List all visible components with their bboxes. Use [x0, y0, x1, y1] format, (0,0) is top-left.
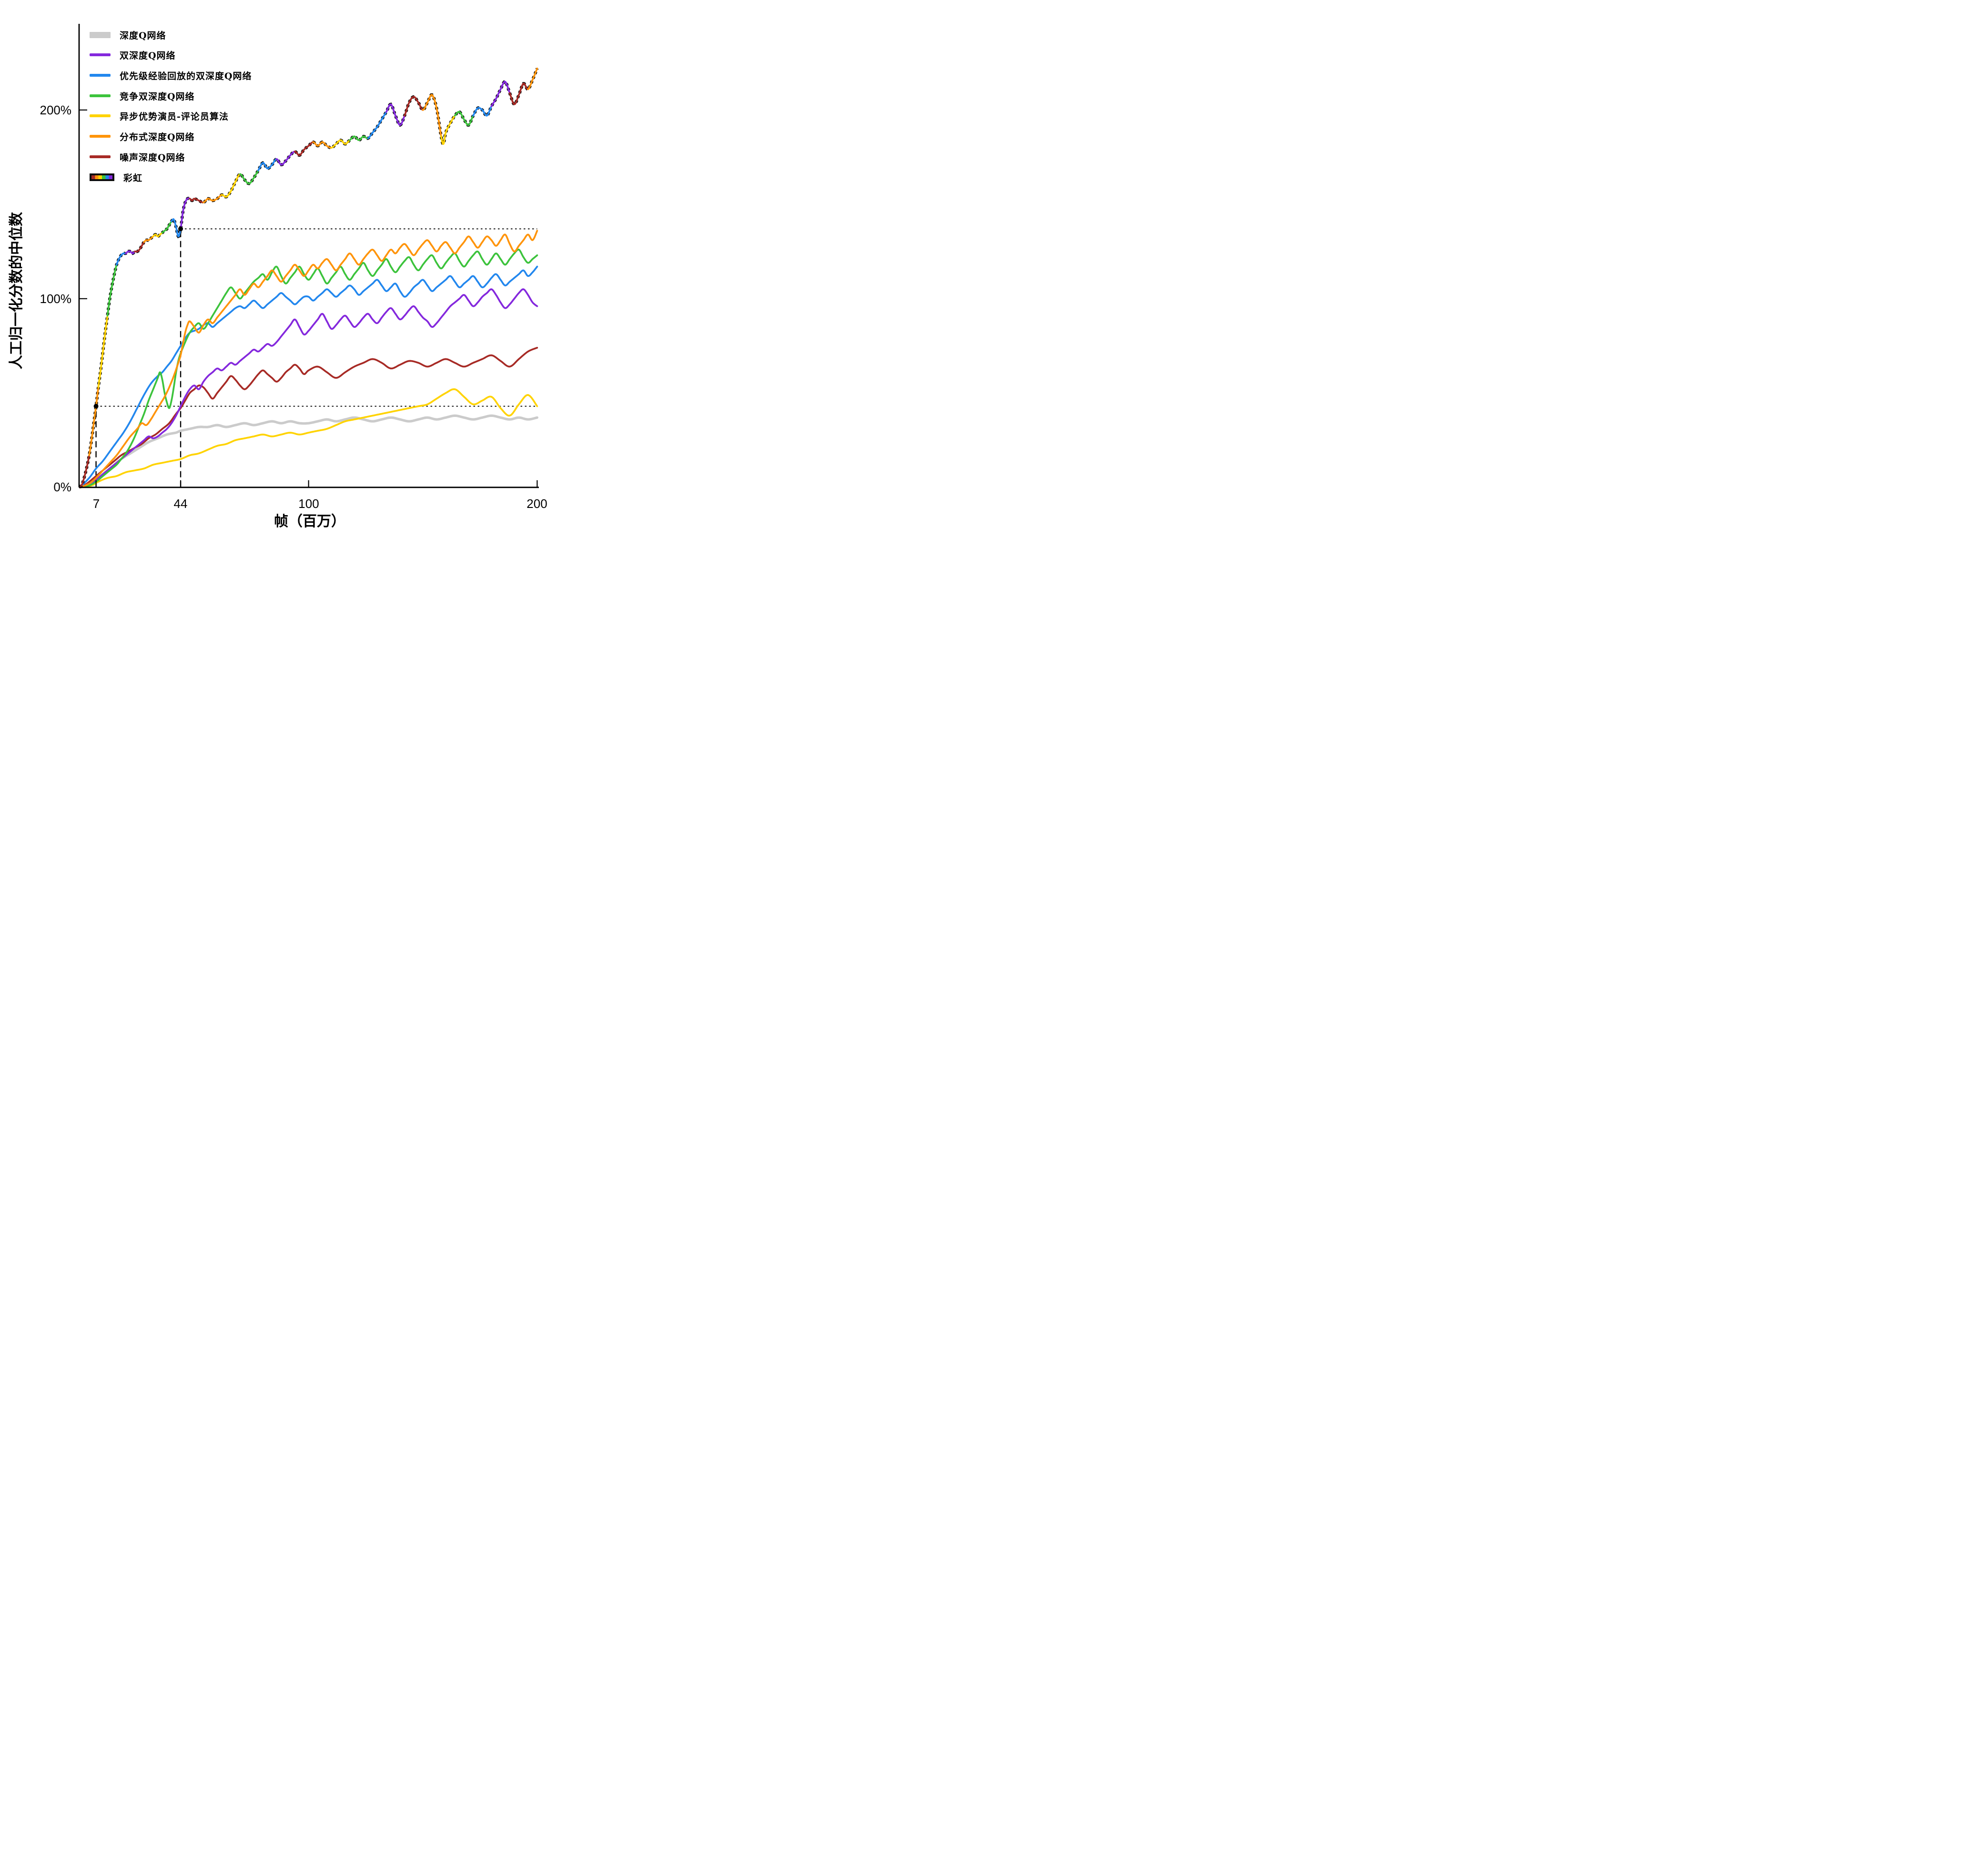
legend-label: 分布式深度Q网络	[120, 132, 195, 142]
legend-label: 双深度Q网络	[120, 50, 176, 61]
legend-swatch-double-dqn	[90, 53, 111, 56]
legend-swatch-a3c	[90, 114, 111, 117]
x-tick-200: 200	[526, 497, 547, 511]
legend-item-dueling-ddqn: 竞争双深度Q网络	[90, 91, 195, 102]
legend-label: 噪声深度Q网络	[120, 152, 185, 163]
legend-label: 深度Q网络	[120, 30, 166, 41]
legend-item-noisy-dqn: 噪声深度Q网络	[90, 152, 185, 163]
legend-swatch-noisy-dqn	[90, 155, 111, 158]
legend-swatch-rainbow	[90, 173, 114, 181]
legend-swatch-dqn	[90, 31, 111, 38]
legend-item-dqn: 深度Q网络	[90, 30, 166, 41]
legend-item-rainbow: 彩虹	[90, 172, 142, 183]
legend-swatch-prioritized-ddqn	[90, 74, 111, 77]
legend-item-prioritized-ddqn: 优先级经验回放的双深度Q网络	[90, 70, 252, 81]
x-axis-label: 帧（百万）	[274, 513, 345, 530]
y-axis-label: 人工归一化分数的中位数	[8, 212, 25, 369]
legend-swatch-distributional-dqn	[90, 135, 111, 138]
axes	[78, 24, 539, 488]
y-tick-0: 0%	[53, 480, 71, 494]
y-tick-200: 200%	[40, 103, 72, 117]
legend-item-distributional-dqn: 分布式深度Q网络	[90, 131, 195, 142]
data-series	[79, 67, 539, 489]
legend-item-a3c: 异步优势演员-评论员算法	[90, 111, 229, 122]
x-tick-100: 100	[298, 497, 319, 511]
y-tick-100: 100%	[40, 292, 72, 306]
x-tick-44: 44	[174, 497, 188, 511]
figure-rainbow-dqn-benchmark: 0% 100% 200% 7 44 100 200 帧（百万） 人工归一化分数的…	[0, 0, 562, 535]
x-tick-7: 7	[93, 497, 100, 511]
legend-swatch-dueling-ddqn	[90, 94, 111, 97]
legend-item-double-dqn: 双深度Q网络	[90, 50, 176, 61]
legend-label: 优先级经验回放的双深度Q网络	[120, 71, 252, 81]
legend-label: 异步优势演员-评论员算法	[120, 111, 229, 122]
line-chart-canvas: 0% 100% 200% 7 44 100 200 帧（百万） 人工归一化分数的…	[8, 24, 547, 530]
legend-label: 竞争双深度Q网络	[120, 91, 195, 102]
legend-label: 彩虹	[123, 172, 143, 183]
